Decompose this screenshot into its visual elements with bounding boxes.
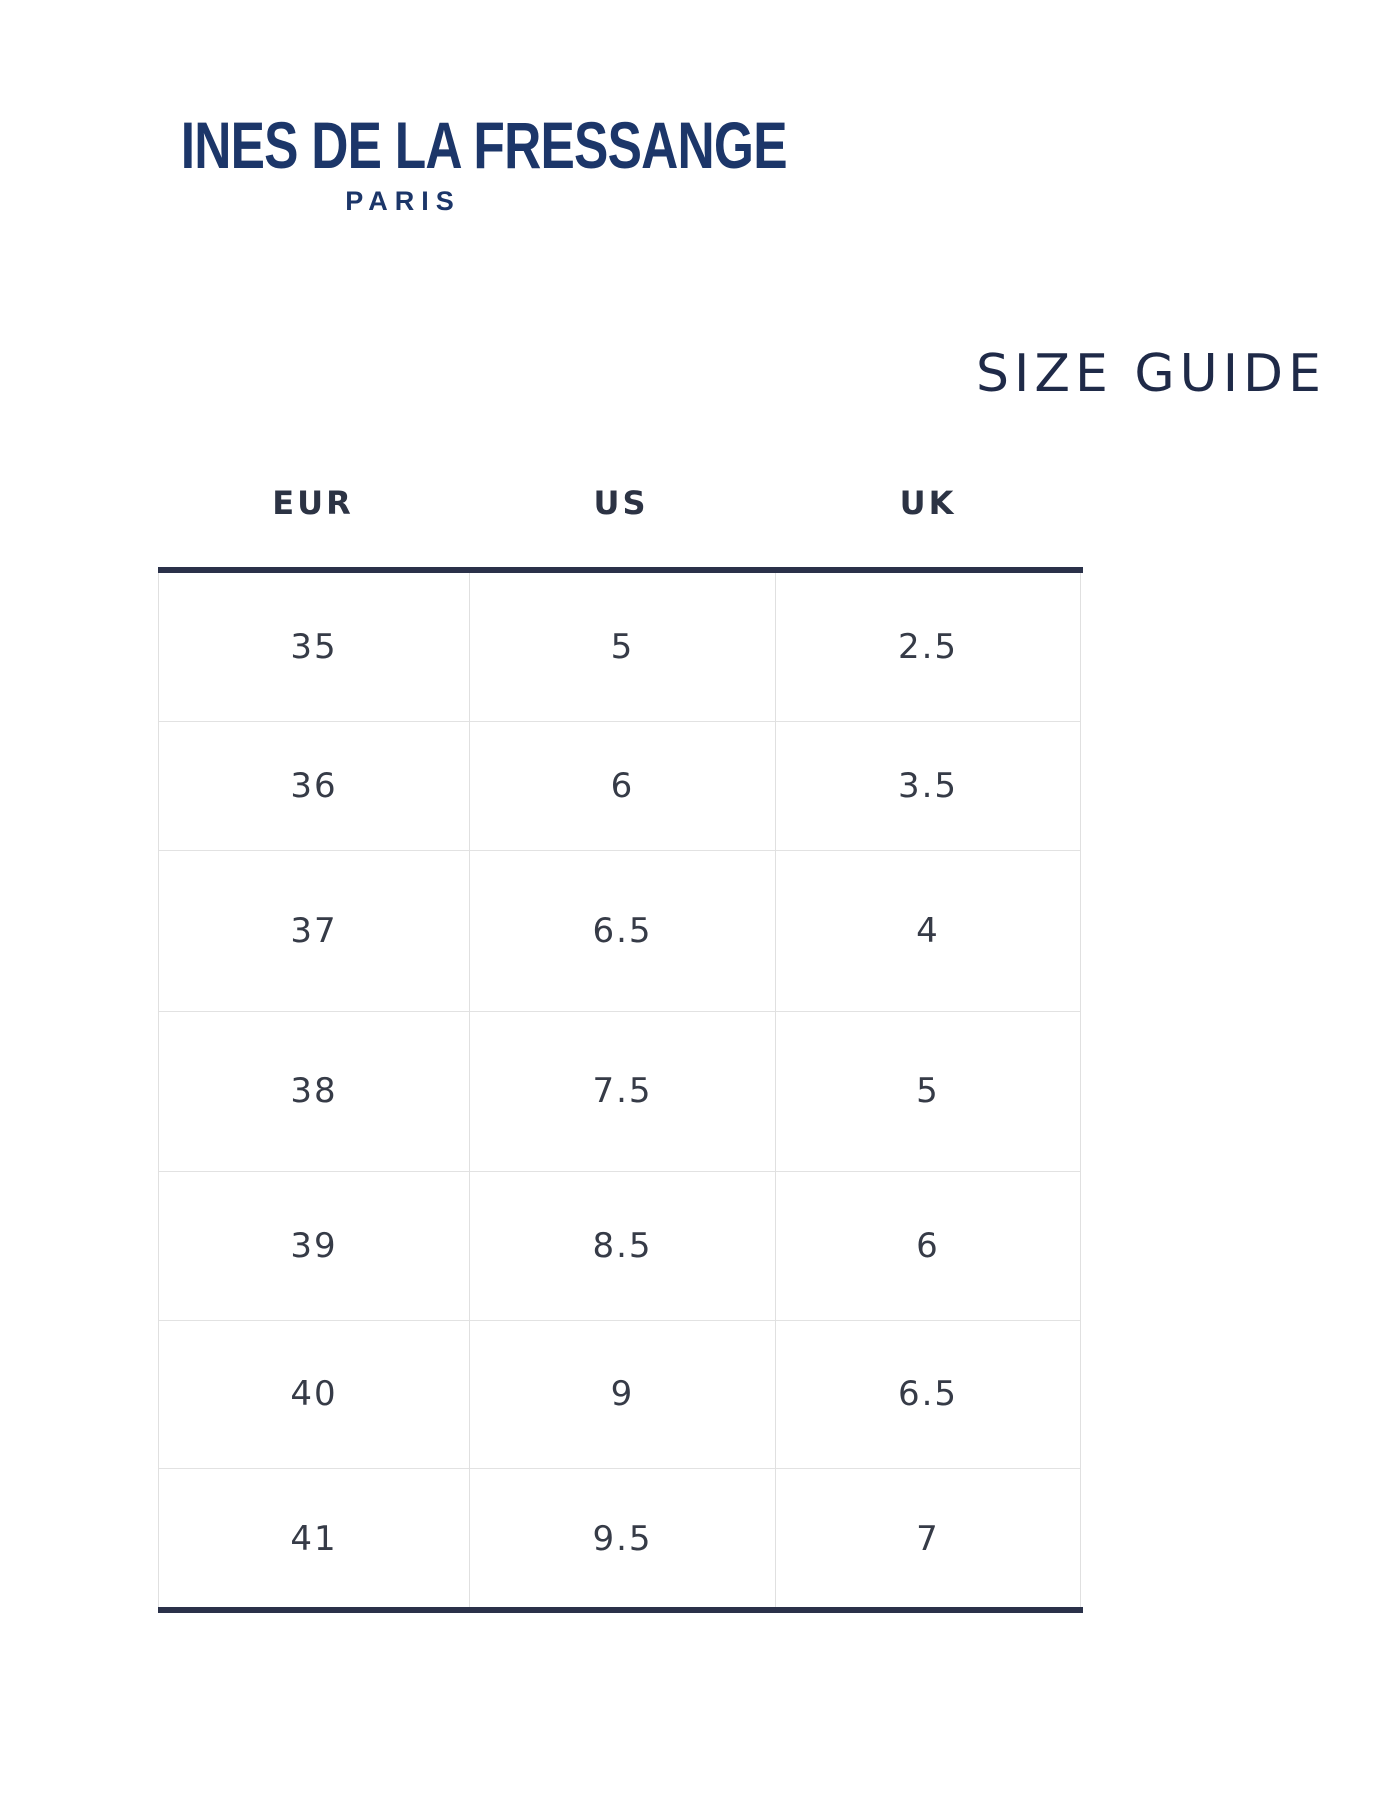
us-cell: 5 (470, 573, 776, 721)
us-cell: 6 (470, 721, 776, 850)
table-row: 37 6.5 4 (158, 850, 1081, 1012)
table-row: 39 8.5 6 (158, 1171, 1081, 1321)
brand-city: PARIS (345, 186, 461, 216)
eur-cell: 39 (158, 1171, 470, 1320)
table-row: 36 6 3.5 (158, 721, 1081, 851)
table-top-rule (158, 567, 1083, 573)
uk-cell: 5 (776, 1011, 1081, 1171)
uk-cell: 3.5 (776, 721, 1081, 850)
us-cell: 6.5 (470, 850, 776, 1011)
eur-cell: 41 (158, 1468, 470, 1609)
eur-cell: 40 (158, 1320, 470, 1468)
column-header-uk: UK (899, 484, 957, 522)
us-cell: 7.5 (470, 1011, 776, 1171)
table-row: 38 7.5 5 (158, 1011, 1081, 1172)
eur-cell: 38 (158, 1011, 470, 1171)
us-cell: 8.5 (470, 1171, 776, 1320)
eur-cell: 37 (158, 850, 470, 1011)
brand-name: INES DE LA FRESSANGE (180, 108, 788, 182)
page-title: SIZE GUIDE (976, 344, 1326, 404)
table-row: 41 9.5 7 (158, 1468, 1081, 1610)
uk-cell: 7 (776, 1468, 1081, 1609)
column-header-eur: EUR (272, 484, 354, 522)
table-bottom-rule (158, 1607, 1083, 1613)
eur-cell: 36 (158, 721, 470, 850)
us-cell: 9 (470, 1320, 776, 1468)
us-cell: 9.5 (470, 1468, 776, 1609)
uk-cell: 4 (776, 850, 1081, 1011)
table-row: 40 9 6.5 (158, 1320, 1081, 1469)
uk-cell: 6.5 (776, 1320, 1081, 1468)
uk-cell: 6 (776, 1171, 1081, 1320)
table-row: 35 5 2.5 (158, 573, 1081, 722)
brand-logo: INES DE LA FRESSANGE PARIS (118, 108, 788, 217)
uk-cell: 2.5 (776, 573, 1081, 721)
column-header-us: US (593, 484, 649, 522)
eur-cell: 35 (158, 573, 470, 721)
